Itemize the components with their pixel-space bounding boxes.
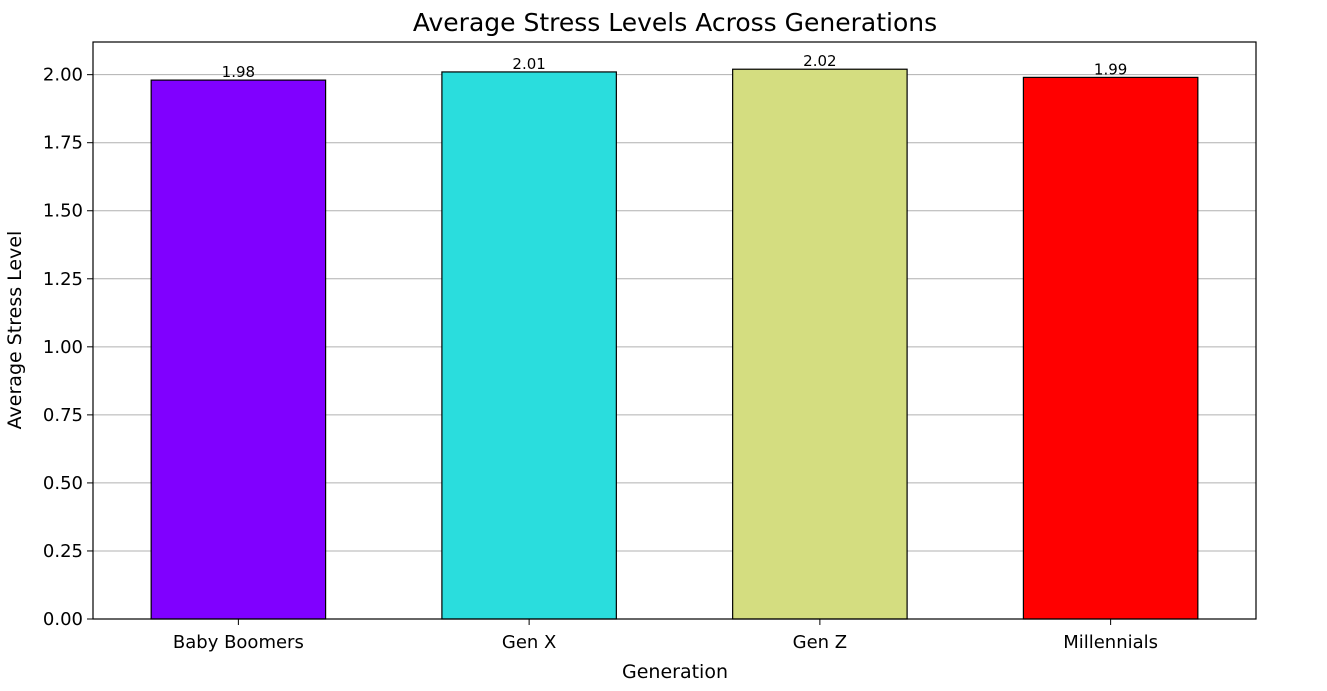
y-axis-label: Average Stress Level <box>4 231 26 430</box>
data-label: 1.98 <box>222 63 255 81</box>
y-tick-label: 0.00 <box>43 609 83 630</box>
bar <box>150 79 327 620</box>
chart-title: Average Stress Levels Across Generations <box>413 8 937 37</box>
data-label: 2.02 <box>803 52 836 70</box>
x-tick-label: Millennials <box>1063 632 1158 653</box>
y-tick-label: 0.25 <box>43 541 83 562</box>
axis-ticks: 0.00 0.25 0.50 0.75 1.00 1.25 1.50 1.75 2.00 Baby… <box>43 65 1158 653</box>
data-labels: 1.98 2.01 2.02 1.99 <box>222 52 1128 81</box>
y-tick-label: 2.00 <box>43 65 83 86</box>
bar <box>1022 76 1199 620</box>
y-tick-label: 0.75 <box>43 405 83 426</box>
y-tick-label: 1.50 <box>43 201 83 222</box>
y-tick-label: 1.25 <box>43 269 83 290</box>
x-tick-label: Gen Z <box>793 632 847 653</box>
y-tick-label: 0.50 <box>43 473 83 494</box>
x-tick-label: Gen X <box>502 632 556 653</box>
bars <box>150 68 1199 620</box>
y-tick-label: 1.75 <box>43 133 83 154</box>
bar <box>732 68 908 620</box>
plot-frame <box>92 41 1257 620</box>
data-label: 2.01 <box>512 55 545 73</box>
x-tick-label: Baby Boomers <box>173 632 304 653</box>
x-axis-label: Generation <box>622 661 728 683</box>
y-tick-label: 1.00 <box>43 337 83 358</box>
bar <box>441 71 617 620</box>
data-label: 1.99 <box>1094 60 1127 78</box>
